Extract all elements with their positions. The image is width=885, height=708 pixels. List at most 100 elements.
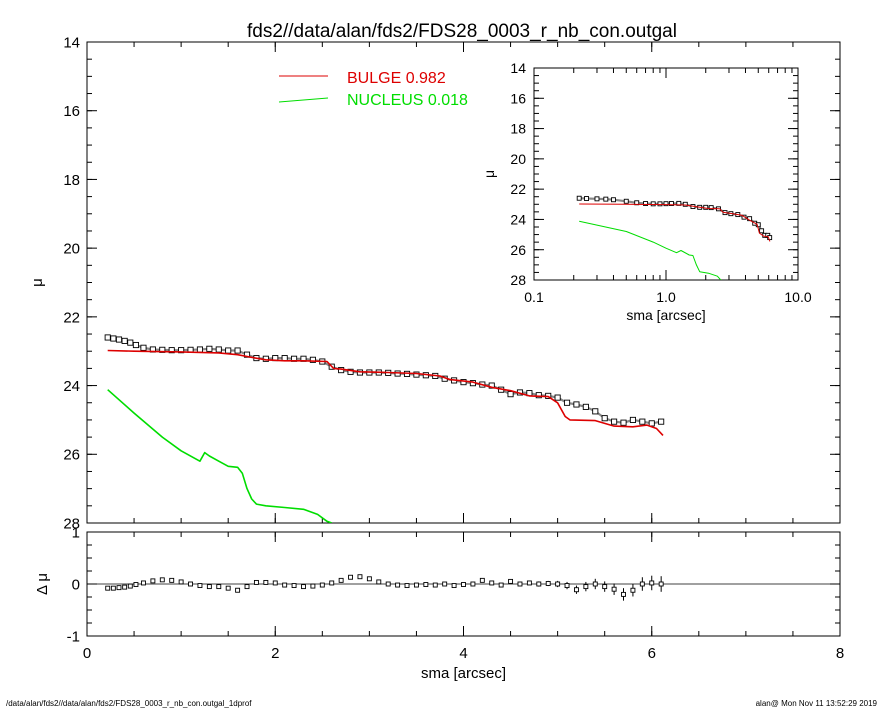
residual-point: [517, 581, 523, 587]
data-point: [759, 228, 765, 234]
inset-log-panel: 0.1 1.0 10.0 14 16 18 20 22 24 26 28 sma [arcsec] μ: [481, 60, 812, 323]
residual-point: [178, 579, 184, 585]
residual-point: [291, 583, 297, 589]
data-point: [178, 347, 185, 354]
data-point: [639, 418, 646, 425]
figure-title: fds2//data/alan/fds2/FDS28_0003_r_nb_con…: [247, 21, 677, 42]
data-point: [554, 394, 561, 401]
residual-point: [574, 587, 579, 593]
residual-point: [116, 585, 122, 591]
x-tick-label: 4: [459, 645, 467, 662]
residual-point: [310, 583, 316, 589]
residual-point: [602, 584, 608, 590]
plot-area: [104, 334, 665, 523]
data-point: [658, 418, 665, 425]
y-tick-label: 0: [72, 576, 80, 593]
legend-label-bulge: BULGE 0.982: [347, 70, 446, 87]
data-point: [576, 195, 582, 201]
residual-point: [413, 582, 419, 588]
residual-point: [470, 581, 476, 587]
y-tick-label: 16: [63, 103, 80, 120]
data-point: [121, 337, 128, 344]
data-point: [573, 401, 580, 408]
data-point: [603, 196, 609, 202]
data-point: [196, 346, 204, 353]
residual-point: [423, 582, 429, 587]
residual-point: [319, 582, 325, 588]
nucleus-model-line: [107, 389, 332, 523]
data-point: [611, 418, 618, 425]
legend-line-nucleus: [278, 97, 329, 103]
residual-point: [649, 580, 655, 586]
y-tick-label: 18: [63, 172, 80, 189]
data-point: [611, 197, 616, 203]
data-point: [623, 198, 629, 204]
bulge-model-line: [579, 203, 771, 242]
residual-point: [105, 585, 111, 591]
residual-point: [404, 583, 410, 589]
data-point: [110, 335, 117, 342]
residual-point: [348, 574, 353, 580]
data-point: [582, 403, 589, 410]
footer-file-path: /data/alan/fds2//data/alan/fds2/FDS28_00…: [6, 699, 252, 708]
residual-point: [127, 583, 133, 589]
nucleus-model-line: [579, 220, 722, 280]
data-point: [682, 201, 688, 207]
residual-point: [141, 580, 146, 586]
data-point: [347, 368, 354, 375]
y-axis-label: μ: [29, 278, 46, 287]
residual-point: [329, 580, 335, 586]
y-tick-label: 22: [510, 181, 526, 197]
residual-point: [432, 582, 438, 588]
data-point: [132, 341, 139, 349]
residual-point: [545, 581, 551, 586]
residual-point: [451, 583, 457, 589]
residual-point: [479, 577, 485, 583]
residual-point: [357, 574, 363, 580]
data-point: [563, 399, 571, 406]
residual-point: [621, 591, 626, 597]
residual-point: [508, 578, 514, 584]
residual-point: [159, 577, 165, 583]
data-point: [507, 391, 514, 398]
panel-background: [534, 60, 806, 280]
y-tick-label: 26: [510, 242, 526, 258]
data-point: [584, 196, 589, 201]
y-tick-label: 16: [510, 90, 526, 106]
residual-point: [555, 581, 561, 587]
data-point: [663, 201, 669, 207]
data-point: [620, 419, 627, 426]
residual-point: [253, 579, 259, 585]
data-point: [601, 415, 608, 422]
residual-point: [225, 585, 231, 591]
data-point: [648, 420, 655, 427]
data-point: [215, 346, 222, 353]
residual-point: [498, 582, 504, 588]
data-point: [127, 339, 134, 346]
residual-point: [583, 584, 589, 590]
residual-point: [133, 582, 139, 587]
data-point: [206, 345, 213, 352]
data-point: [676, 200, 682, 206]
footer-user-timestamp: alan@ Mon Nov 11 13:52:29 2019: [755, 699, 877, 708]
residual-point: [385, 581, 391, 587]
legend-label-nucleus: NUCLEUS 0.018: [347, 92, 468, 109]
residual-point: [272, 580, 278, 586]
y-tick-label: -1: [67, 628, 80, 645]
residual-point: [526, 580, 532, 586]
y-tick-label: 20: [510, 151, 526, 167]
residual-point: [338, 577, 344, 583]
residual-point: [244, 584, 250, 590]
residual-point: [564, 583, 570, 589]
y-tick-label: 26: [63, 447, 80, 464]
x-tick-label: 8: [836, 645, 844, 662]
residual-point: [639, 581, 645, 587]
x-tick-label: 2: [271, 645, 279, 662]
residual-point: [592, 581, 598, 587]
y-axis-label: Δ μ: [34, 573, 51, 595]
y-tick-label: 24: [63, 378, 80, 395]
y-axis-label: μ: [481, 170, 497, 178]
residual-point: [658, 581, 664, 587]
residual-point: [197, 583, 203, 589]
